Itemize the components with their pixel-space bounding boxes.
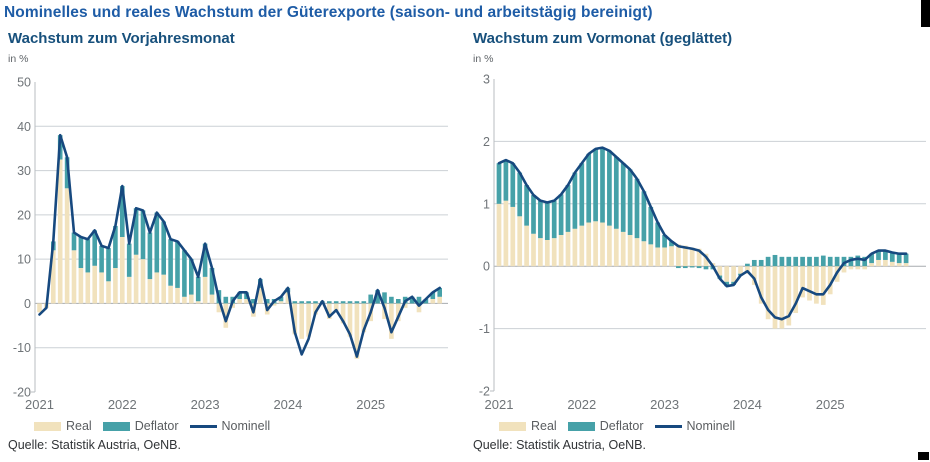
unit-label-right: in % <box>473 53 494 65</box>
svg-text:0: 0 <box>483 260 490 274</box>
svg-text:2023: 2023 <box>650 397 679 412</box>
bars-deflator <box>496 147 909 287</box>
nominell-line-icon <box>654 424 682 428</box>
svg-text:2022: 2022 <box>567 397 596 412</box>
svg-text:-20: -20 <box>13 386 31 400</box>
x-tick-labels: 2021 2022 2023 2024 2025 <box>485 397 845 412</box>
svg-text:20: 20 <box>17 208 31 222</box>
svg-text:2024: 2024 <box>733 397 762 412</box>
svg-text:-10: -10 <box>13 341 31 355</box>
legend-label-nominell: Nominell <box>221 419 271 433</box>
svg-text:1: 1 <box>483 197 490 211</box>
unit-label-left: in % <box>8 53 29 65</box>
panel-title-right: Wachstum zum Vormonat (geglättet) <box>473 30 733 47</box>
legend-left: Real Deflator Nominell <box>34 419 281 433</box>
svg-text:2022: 2022 <box>108 397 137 412</box>
deflator-swatch-icon <box>102 421 130 431</box>
real-swatch-icon <box>34 421 61 431</box>
svg-text:-1: -1 <box>479 322 490 336</box>
svg-text:3: 3 <box>483 73 490 87</box>
y-axis <box>490 79 495 392</box>
panel-vorjahresmonat: 50 40 30 20 10 0 -10 -20 2021 2022 2023 2024 2025 Wa… <box>8 30 448 452</box>
svg-text:0: 0 <box>24 297 31 311</box>
legend-item-nominell: Nominell <box>189 419 271 433</box>
svg-text:30: 30 <box>17 164 31 178</box>
bottom-right-mark <box>918 452 929 460</box>
legend-label-deflator: Deflator <box>134 419 179 433</box>
svg-text:2025: 2025 <box>816 397 845 412</box>
svg-text:50: 50 <box>17 76 31 90</box>
source-note-left: Quelle: Statistik Austria, OeNB. <box>8 438 181 452</box>
bars-real <box>37 159 442 359</box>
panel-title-left: Wachstum zum Vorjahresmonat <box>8 30 235 47</box>
x-tick-labels: 2021 2022 2023 2024 2025 <box>25 397 385 412</box>
bars-real <box>496 200 909 329</box>
y-tick-labels: 3 2 1 0 -1 -2 <box>479 73 490 399</box>
real-swatch-icon <box>499 421 526 431</box>
nominell-line-icon <box>189 424 217 428</box>
legend-item-deflator: Deflator <box>102 419 179 433</box>
source-note-right: Quelle: Statistik Austria, OeNB. <box>473 438 646 452</box>
y-tick-labels: 50 40 30 20 10 0 -10 -20 <box>13 76 31 400</box>
nominell-line <box>497 146 908 321</box>
y-axis <box>31 82 36 393</box>
legend-right: Real Deflator Nominell <box>499 419 746 433</box>
legend-item-real: Real <box>34 419 92 433</box>
svg-text:2021: 2021 <box>25 397 54 412</box>
legend-label-deflator: Deflator <box>599 419 644 433</box>
legend-label-nominell: Nominell <box>686 419 736 433</box>
svg-text:-2: -2 <box>479 385 490 399</box>
svg-text:2: 2 <box>483 135 490 149</box>
bars-deflator <box>51 135 442 304</box>
svg-text:2024: 2024 <box>273 397 302 412</box>
nominell-line <box>38 133 442 358</box>
svg-text:2023: 2023 <box>191 397 220 412</box>
legend-label-real: Real <box>66 419 92 433</box>
legend-item-real: Real <box>499 419 557 433</box>
legend-item-deflator: Deflator <box>567 419 644 433</box>
svg-text:40: 40 <box>17 120 31 134</box>
main-title: Nominelles und reales Wachstum der Güter… <box>4 4 653 21</box>
top-right-mark <box>921 0 930 27</box>
svg-text:10: 10 <box>17 253 31 267</box>
legend-label-real: Real <box>531 419 557 433</box>
svg-text:2025: 2025 <box>356 397 385 412</box>
legend-item-nominell: Nominell <box>654 419 736 433</box>
deflator-swatch-icon <box>567 421 595 431</box>
panel-vormonat: 3 2 1 0 -1 -2 2021 2022 2023 2024 2025 Wachstum zu… <box>465 0 930 462</box>
svg-text:2021: 2021 <box>485 397 514 412</box>
